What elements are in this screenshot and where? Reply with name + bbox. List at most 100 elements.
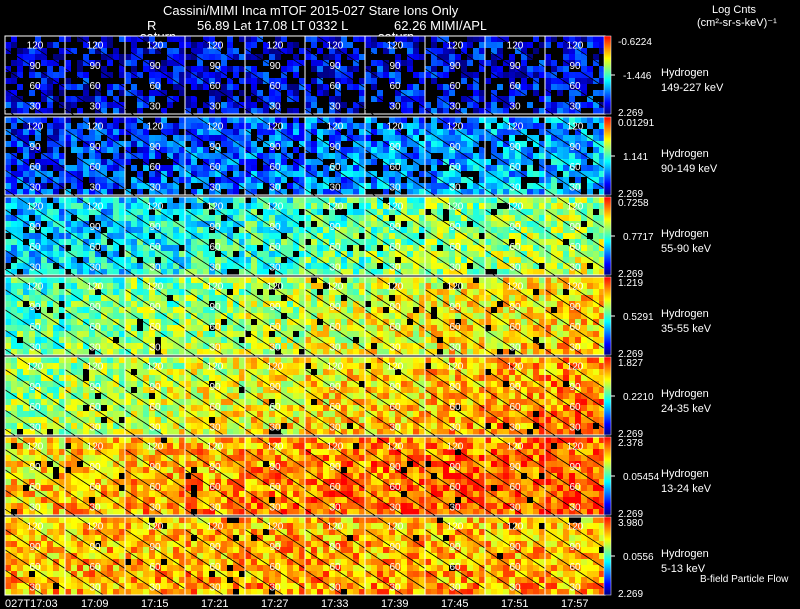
heatmap-cell bbox=[317, 66, 323, 72]
heatmap-cell bbox=[17, 369, 23, 375]
heatmap-cell bbox=[239, 215, 245, 221]
colorbar bbox=[603, 116, 612, 196]
heatmap-cell bbox=[173, 221, 179, 227]
heatmap-cell bbox=[341, 221, 347, 227]
heatmap-cell bbox=[65, 129, 71, 135]
heatmap-cell bbox=[179, 197, 185, 203]
heatmap-cell bbox=[539, 177, 545, 183]
heatmap-cell bbox=[23, 48, 29, 54]
heatmap-cell bbox=[401, 215, 407, 221]
heatmap-cell bbox=[569, 233, 575, 239]
heatmap-cell bbox=[401, 257, 407, 263]
heatmap-cell bbox=[503, 197, 509, 203]
heatmap-cell bbox=[149, 215, 155, 221]
heatmap-cell bbox=[47, 171, 53, 177]
heatmap-cell bbox=[257, 72, 263, 78]
heatmap-cell bbox=[305, 183, 311, 189]
heatmap-cell bbox=[269, 313, 275, 319]
heatmap-cell bbox=[233, 54, 239, 60]
heatmap-cell bbox=[71, 387, 77, 393]
heatmap-cell bbox=[215, 123, 221, 129]
heatmap-cell bbox=[107, 197, 113, 203]
heatmap-cell bbox=[515, 42, 521, 48]
heatmap-cell bbox=[11, 171, 17, 177]
contour-label: 90 bbox=[449, 222, 461, 233]
heatmap-cell bbox=[545, 129, 551, 135]
heatmap-cells bbox=[5, 197, 65, 275]
heatmap-cell bbox=[11, 36, 17, 42]
heatmap-cell bbox=[221, 177, 227, 183]
heatmap-cell bbox=[287, 42, 293, 48]
heatmap-cell bbox=[413, 153, 419, 159]
heatmap-cell bbox=[563, 141, 569, 147]
heatmap-cell bbox=[467, 277, 473, 283]
heatmap-cell bbox=[551, 60, 557, 66]
heatmap-cell bbox=[143, 277, 149, 283]
heatmap-cell bbox=[443, 295, 449, 301]
heatmap-cell bbox=[53, 405, 59, 411]
heatmap-cell bbox=[371, 183, 377, 189]
heatmap-cell bbox=[419, 209, 425, 215]
heatmap-cell bbox=[59, 227, 65, 233]
heatmap-cell bbox=[587, 325, 593, 331]
heatmap-cell bbox=[161, 263, 167, 269]
heatmap-cell bbox=[41, 319, 47, 325]
heatmap-cell bbox=[575, 48, 581, 54]
heatmap-cell bbox=[101, 48, 107, 54]
heatmap-cell bbox=[239, 209, 245, 215]
heatmap-cell bbox=[311, 227, 317, 233]
heatmap-cell bbox=[419, 78, 425, 84]
heatmap-cell bbox=[41, 177, 47, 183]
heatmap-cell bbox=[143, 66, 149, 72]
heatmap-cell bbox=[113, 343, 119, 349]
heatmap-cell bbox=[521, 251, 527, 257]
heatmap-cell bbox=[197, 349, 203, 355]
heatmap-cell bbox=[401, 209, 407, 215]
heatmap-cell bbox=[227, 183, 233, 189]
heatmap-cell bbox=[341, 203, 347, 209]
contour-line bbox=[244, 68, 306, 109]
heatmap-cell bbox=[233, 197, 239, 203]
heatmap-cell bbox=[467, 72, 473, 78]
heatmap-cell bbox=[383, 153, 389, 159]
heatmap-cell bbox=[485, 277, 491, 283]
heatmap-cell bbox=[557, 117, 563, 123]
contour-line bbox=[64, 68, 126, 109]
heatmap-cell bbox=[569, 72, 575, 78]
heatmap-cell bbox=[107, 393, 113, 399]
heatmap-cell bbox=[305, 147, 311, 153]
heatmap-cell bbox=[335, 313, 341, 319]
heatmap-cell bbox=[263, 171, 269, 177]
heatmap-cell bbox=[53, 387, 59, 393]
heatmap-cells bbox=[125, 117, 185, 195]
heatmap-cell bbox=[557, 123, 563, 129]
contour-label: 90 bbox=[89, 222, 101, 233]
contour-label: 90 bbox=[509, 222, 521, 233]
heatmap-cell bbox=[527, 197, 533, 203]
heatmap-cell bbox=[467, 153, 473, 159]
heatmap-cells bbox=[5, 36, 65, 114]
heatmap-cell bbox=[251, 277, 257, 283]
heatmap-cell bbox=[77, 183, 83, 189]
heatmap-cell bbox=[443, 66, 449, 72]
heatmap-cell bbox=[479, 96, 485, 102]
heatmap-cell bbox=[575, 102, 581, 108]
heatmap-cell bbox=[521, 337, 527, 343]
heatmap-cell bbox=[515, 263, 521, 269]
heatmap-cell bbox=[323, 233, 329, 239]
heatmap-cell bbox=[413, 251, 419, 257]
heatmap-cell bbox=[35, 189, 41, 195]
heatmap-cell bbox=[227, 147, 233, 153]
heatmap-cell bbox=[17, 72, 23, 78]
heatmap-cell bbox=[83, 319, 89, 325]
heatmap-cell bbox=[281, 78, 287, 84]
contour-line bbox=[424, 68, 486, 109]
heatmap-cell bbox=[131, 123, 137, 129]
heatmap-cell bbox=[227, 129, 233, 135]
heatmap-cell bbox=[509, 96, 515, 102]
heatmap-cell bbox=[119, 72, 125, 78]
contour-line bbox=[184, 129, 246, 169]
heatmap-cell bbox=[587, 66, 593, 72]
heatmap-cell bbox=[521, 197, 527, 203]
heatmap-cell bbox=[179, 165, 185, 171]
